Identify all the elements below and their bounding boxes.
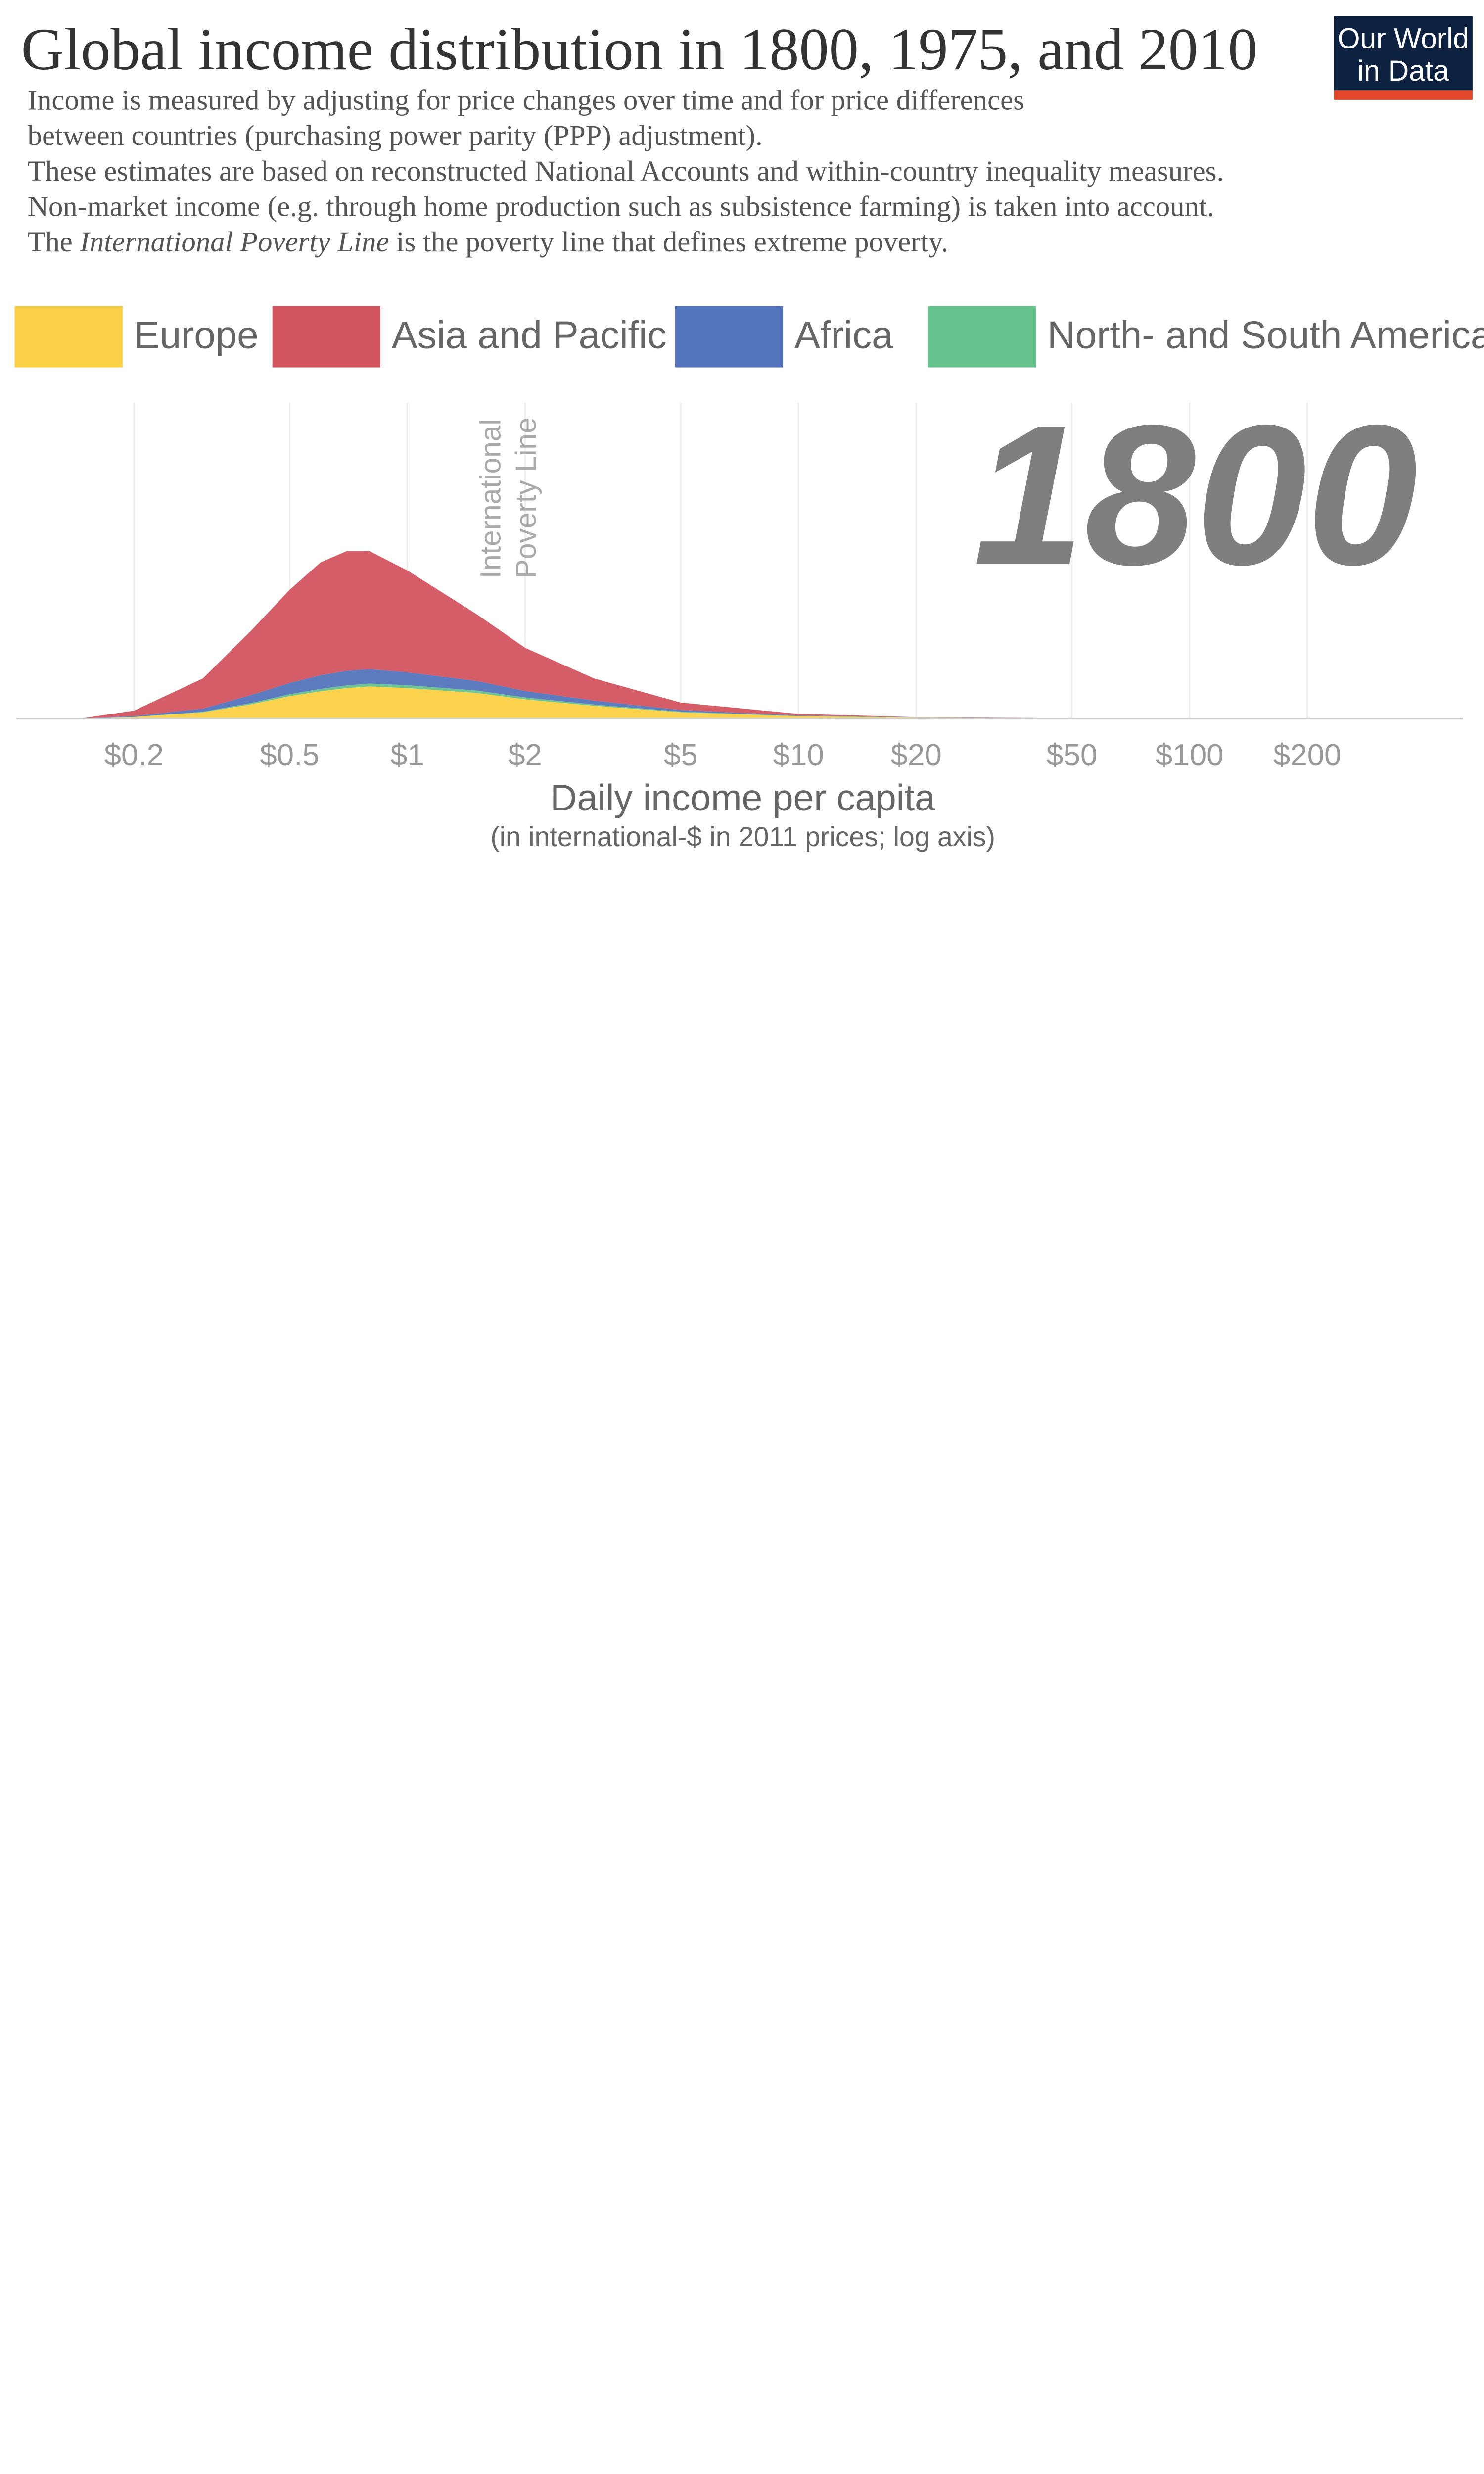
subtitle-line: Non-market income (e.g. through home pro… [28,190,1214,222]
legend-label: Asia and Pacific [392,313,667,356]
x-tick-label: $50 [1046,738,1097,772]
logo: Our World in Data [1334,16,1473,100]
logo-text: in Data [1357,55,1449,87]
poverty-line-annotation: International [474,419,507,579]
area [16,683,1463,719]
legend-label: Africa [794,313,893,356]
x-tick-label: $10 [773,738,824,772]
subtitle-line: These estimates are based on reconstruct… [28,155,1224,187]
chart-title: Global income distribution in 1800, 1975… [21,17,1258,83]
subtitle-text: is the poverty line that defines extreme… [389,226,948,258]
legend-swatch [928,306,1036,368]
subtitle-line: between countries (purchasing power pari… [28,119,763,151]
area [16,669,1463,719]
logo-text: Our World [1338,23,1469,55]
logo-strip [1334,90,1473,100]
legend-label: Europe [134,313,259,356]
legend-swatch [14,306,123,368]
x-tick-label: $200 [1273,738,1342,772]
x-axis-title: Daily income per capita [550,777,935,818]
legend-label: North- and South America [1047,313,1484,356]
subtitle-line: Income is measured by adjusting for pric… [28,84,1024,116]
x-axis-subtitle: (in international-$ in 2011 prices; log … [490,821,995,852]
legend-swatch [272,306,380,368]
subtitle-italic: International Poverty Line [79,226,389,258]
x-tick-label: $0.2 [104,738,164,772]
subtitle-text: The [28,226,80,258]
x-tick-label: $0.5 [260,738,319,772]
year-label: 1800 [974,383,1418,607]
area [16,686,1463,719]
x-tick-label: $5 [664,738,698,772]
x-tick-label: $100 [1156,738,1224,772]
poverty-line-annotation: Poverty Line [510,417,542,578]
subtitle-line: The International Poverty Line is the po… [28,226,948,258]
legend-swatch [675,306,784,368]
logo-box [1334,16,1473,91]
x-tick-label: $2 [508,738,542,772]
area [16,551,1463,719]
x-tick-label: $20 [891,738,942,772]
x-tick-label: $1 [390,738,424,772]
